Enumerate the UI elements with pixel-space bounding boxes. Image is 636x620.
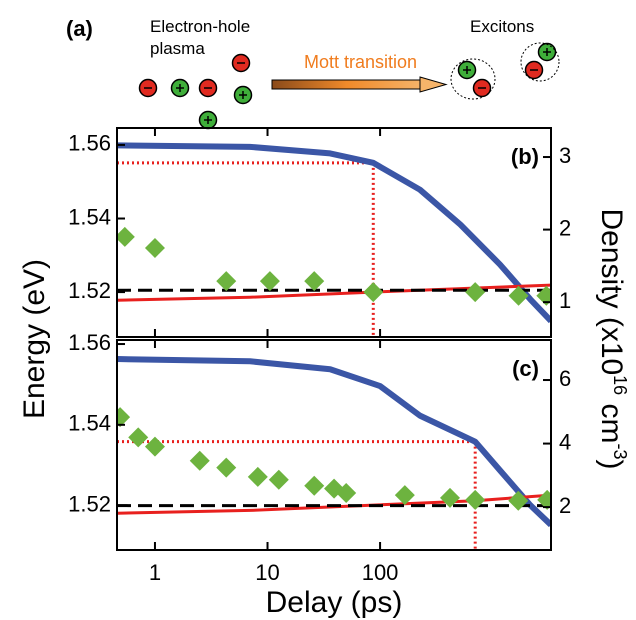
y-axis-label: Energy (eV) — [18, 259, 51, 419]
plot-frame — [116, 339, 552, 551]
panel-label: (c) — [512, 356, 539, 381]
exciton-orbit — [520, 42, 560, 82]
data-point — [304, 475, 325, 496]
plot-area — [117, 356, 551, 550]
particles — [138, 42, 557, 130]
data-point — [144, 237, 165, 258]
y2-tick-label: 1 — [559, 288, 571, 313]
data-point — [465, 489, 486, 510]
y2-axis-label-part: ) — [595, 460, 628, 470]
data-point — [247, 466, 268, 487]
y2-axis-label-part: cm — [595, 395, 628, 443]
exciton-orbit — [450, 58, 496, 100]
plot-frame — [116, 127, 552, 338]
data-point — [144, 436, 165, 457]
panel-label: (b) — [511, 144, 539, 169]
x-axis-label: Delay (ps) — [266, 586, 403, 619]
data-point — [259, 271, 280, 292]
data-point — [336, 483, 357, 504]
y2-tick-label: 6 — [559, 366, 571, 391]
plot-area — [117, 142, 551, 337]
panel: 1.52 1.54 1.56 1 2 3 (b) Energy (eV) Density (x1… — [18, 127, 630, 470]
data-point — [465, 282, 486, 303]
y-tick-label: 1.56 — [68, 131, 111, 156]
data-point — [439, 487, 460, 508]
data-point — [508, 490, 529, 511]
data-point — [117, 226, 135, 247]
data-point — [394, 485, 415, 506]
panel-label: (a) — [66, 16, 93, 41]
excitons-label: Excitons — [470, 17, 534, 36]
y-tick-label: 1.56 — [68, 330, 111, 355]
y2-tick-label: 2 — [559, 493, 571, 518]
y-tick-label: 1.52 — [68, 278, 111, 303]
data-point — [268, 469, 289, 490]
data-point — [304, 271, 325, 292]
panel: 1.52 1.54 1.56 2 4 6 1 10 100 (c) Delay (ps) — [68, 330, 571, 619]
data-point — [216, 271, 237, 292]
y-tick-label: 1.52 — [68, 491, 111, 516]
plots: 1.52 1.54 1.56 1 2 3 (b) Energy (eV) Density (x1… — [18, 127, 630, 619]
data-point — [216, 457, 237, 478]
schematic: (a) Electron-hole plasma Mott transition… — [66, 16, 560, 130]
y-tick-label: 1.54 — [68, 204, 111, 229]
y2-axis-label-part: 16 — [610, 375, 630, 395]
arrow — [271, 76, 448, 93]
y2-axis-label: Density (x1016 cm-3) — [595, 208, 630, 469]
y2-axis-label-part: -3 — [610, 444, 630, 460]
x-tick-label: 100 — [362, 560, 399, 585]
plasma-label: plasma — [150, 39, 205, 58]
transition-label: Mott transition — [304, 52, 417, 72]
x-tick-label: 1 — [149, 560, 161, 585]
data-point — [189, 450, 210, 471]
data-point — [363, 282, 384, 303]
y2-tick-label: 3 — [559, 143, 571, 168]
data-point — [536, 285, 551, 306]
y-tick-label: 1.54 — [68, 411, 111, 436]
data-point — [508, 285, 529, 306]
y2-axis-label-part: Density (x10 — [595, 208, 628, 375]
data-point — [117, 407, 131, 428]
y2-tick-label: 2 — [559, 215, 571, 240]
data-point — [537, 489, 551, 510]
x-tick-label: 10 — [255, 560, 279, 585]
y2-tick-label: 4 — [559, 429, 571, 454]
data-point — [128, 427, 149, 448]
series-line — [117, 283, 551, 302]
plasma-label: Electron-hole — [150, 17, 250, 36]
